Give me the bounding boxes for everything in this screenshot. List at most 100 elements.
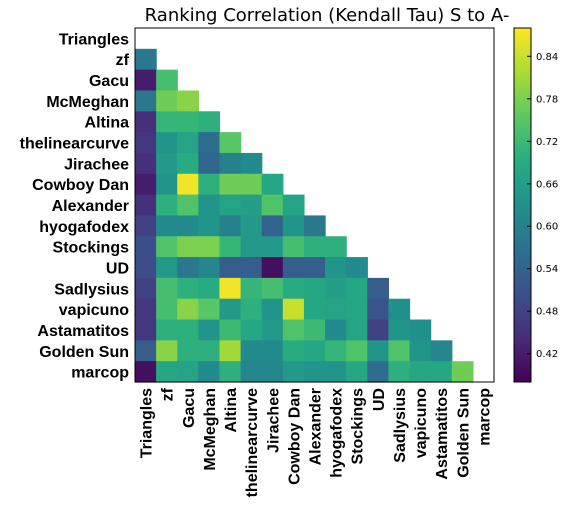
column-label: Golden Sun bbox=[455, 388, 472, 478]
heatmap-cell bbox=[388, 319, 411, 341]
heatmap-cell bbox=[346, 340, 368, 362]
heatmap-cell bbox=[240, 361, 263, 383]
heatmap-cell bbox=[367, 340, 390, 362]
colorbar-tick-label: 0.78 bbox=[536, 94, 558, 105]
heatmap-cell bbox=[282, 257, 305, 279]
column-label: marcop bbox=[476, 388, 493, 446]
heatmap-cell bbox=[409, 361, 432, 383]
heatmap-cell bbox=[198, 215, 221, 237]
heatmap-cell bbox=[177, 152, 199, 175]
column-label: Alexander bbox=[308, 388, 325, 465]
heatmap-cell bbox=[198, 277, 221, 300]
heatmap-cell bbox=[409, 319, 432, 341]
heatmap-cell bbox=[303, 298, 326, 321]
column-label: Jirachee bbox=[265, 388, 282, 453]
heatmap-cell bbox=[177, 298, 199, 321]
heatmap-cell bbox=[325, 361, 347, 383]
column-label: Altina bbox=[223, 388, 240, 433]
heatmap-cell bbox=[156, 132, 178, 154]
heatmap-cell bbox=[261, 319, 284, 341]
row-label: Golden Sun bbox=[39, 344, 129, 361]
heatmap-cell bbox=[261, 340, 284, 362]
heatmap-cell bbox=[156, 152, 178, 175]
heatmap-cell bbox=[303, 340, 326, 362]
heatmap-cell bbox=[156, 298, 178, 321]
heatmap-cell bbox=[346, 298, 368, 321]
row-label: vapicuno bbox=[59, 302, 129, 319]
heatmap-cell bbox=[198, 298, 221, 321]
heatmap-cell bbox=[135, 194, 157, 217]
heatmap-cell bbox=[430, 340, 453, 362]
row-label: UD bbox=[106, 261, 129, 278]
heatmap-cell bbox=[156, 340, 178, 362]
heatmap-cell bbox=[135, 48, 157, 71]
row-label: Cowboy Dan bbox=[32, 177, 129, 194]
heatmap-cell bbox=[219, 173, 242, 196]
heatmap-cell bbox=[325, 257, 347, 279]
heatmap-cell bbox=[282, 215, 305, 237]
heatmap-cell bbox=[177, 340, 199, 362]
row-label: zf bbox=[116, 52, 130, 69]
heatmap-cell bbox=[388, 298, 411, 321]
heatmap-cell bbox=[156, 194, 178, 217]
heatmap-cell bbox=[325, 319, 347, 341]
heatmap-cell bbox=[156, 257, 178, 279]
row-label: thelinearcurve bbox=[20, 136, 129, 153]
heatmap-cell bbox=[135, 215, 157, 237]
heatmap-cell bbox=[346, 361, 368, 383]
heatmap-cell bbox=[135, 111, 157, 133]
heatmap-cell bbox=[198, 111, 221, 133]
heatmap-cell bbox=[156, 215, 178, 237]
colorbar-tick-label: 0.72 bbox=[536, 137, 558, 148]
colorbar-tick-label: 0.84 bbox=[536, 52, 558, 63]
heatmap-cell bbox=[282, 340, 305, 362]
heatmap-cell bbox=[135, 132, 157, 154]
heatmap-cell bbox=[135, 173, 157, 196]
heatmap-cell bbox=[240, 298, 263, 321]
heatmap-cell bbox=[367, 298, 390, 321]
row-label: Gacu bbox=[89, 73, 129, 90]
column-label: Stockings bbox=[350, 388, 367, 465]
colorbar-tick-label: 0.60 bbox=[536, 222, 558, 233]
heatmap-cell bbox=[261, 298, 284, 321]
heatmap-cell bbox=[261, 236, 284, 258]
column-label: Astamatitos bbox=[434, 388, 451, 480]
heatmap-cell bbox=[261, 361, 284, 383]
heatmap-cell bbox=[219, 194, 242, 217]
heatmap-cell bbox=[219, 277, 242, 300]
row-label: marcop bbox=[71, 365, 129, 382]
heatmap-cell bbox=[198, 236, 221, 258]
heatmap-cell bbox=[177, 173, 199, 196]
column-label: Sadlysius bbox=[392, 388, 409, 463]
heatmap-cell bbox=[135, 90, 157, 112]
colorbar-tick-label: 0.66 bbox=[536, 179, 558, 190]
heatmap-cell bbox=[198, 361, 221, 383]
heatmap-cell bbox=[261, 173, 284, 196]
heatmap-cell bbox=[198, 319, 221, 341]
heatmap-cell bbox=[198, 173, 221, 196]
heatmap-cell bbox=[177, 236, 199, 258]
heatmap-cell bbox=[325, 236, 347, 258]
heatmap-cell bbox=[219, 361, 242, 383]
heatmap-cell bbox=[177, 215, 199, 237]
heatmap-cell bbox=[156, 69, 178, 92]
heatmap-cells bbox=[135, 48, 474, 383]
heatmap-cell bbox=[198, 340, 221, 362]
heatmap-cell bbox=[240, 194, 263, 217]
heatmap-cell bbox=[156, 277, 178, 300]
column-label: Cowboy Dan bbox=[286, 388, 303, 485]
row-label: Astamatitos bbox=[37, 323, 129, 340]
heatmap-cell bbox=[282, 277, 305, 300]
heatmap-cell bbox=[346, 257, 368, 279]
heatmap-cell bbox=[135, 298, 157, 321]
heatmap-cell bbox=[156, 361, 178, 383]
heatmap-cell bbox=[303, 236, 326, 258]
row-label: Sadlysius bbox=[54, 281, 129, 298]
heatmap-cell bbox=[240, 173, 263, 196]
heatmap-cell bbox=[240, 277, 263, 300]
heatmap-cell bbox=[219, 152, 242, 175]
heatmap-cell bbox=[156, 111, 178, 133]
heatmap-cell bbox=[303, 215, 326, 237]
heatmap-cell bbox=[156, 236, 178, 258]
